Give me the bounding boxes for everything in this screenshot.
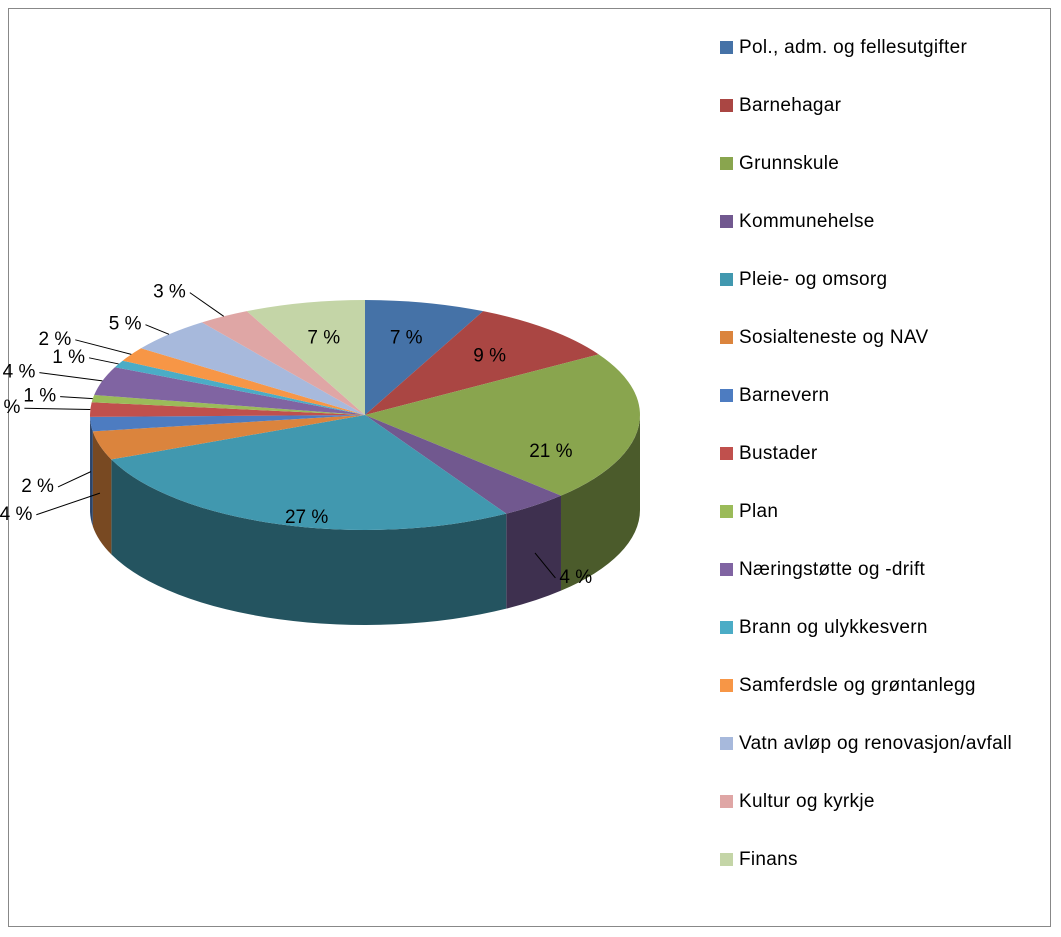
- leader-line: [88, 357, 119, 365]
- legend-item: Grunnskule: [720, 152, 1040, 175]
- data-label: 2 %: [21, 476, 54, 497]
- legend-swatch: [720, 99, 733, 112]
- data-label: 5 %: [109, 314, 142, 335]
- leader-line: [39, 372, 103, 382]
- legend: Pol., adm. og fellesutgifter Barnehagar Gr…: [720, 36, 1040, 906]
- data-label: 2 %: [0, 397, 20, 418]
- slice: [365, 415, 561, 514]
- legend-label: Plan: [739, 501, 779, 522]
- legend-item: Pleie- og omsorg: [720, 268, 1040, 291]
- data-label: 21 %: [529, 441, 572, 462]
- legend-swatch: [720, 331, 733, 344]
- legend-item: Bustader: [720, 442, 1040, 465]
- slice: [365, 354, 640, 496]
- legend-label: Kultur og kyrkje: [739, 791, 875, 812]
- legend-label: Pleie- og omsorg: [739, 269, 888, 290]
- legend-label: Grunnskule: [739, 153, 840, 174]
- slice: [201, 311, 365, 415]
- slice: [140, 322, 365, 415]
- legend-label: Sosialteneste og NAV: [739, 327, 929, 348]
- leader-line: [534, 552, 556, 579]
- leader-line: [57, 471, 92, 488]
- slice: [365, 311, 599, 415]
- slice: [89, 402, 365, 417]
- slice-side: [560, 415, 640, 591]
- legend-label: Næringstøtte og -drift: [739, 559, 926, 580]
- legend-label: Bustader: [739, 443, 818, 464]
- slice: [122, 348, 365, 415]
- legend-item: Barnevern: [720, 384, 1040, 407]
- legend-item: Kultur og kyrkje: [720, 790, 1040, 813]
- slice: [111, 415, 507, 530]
- legend-swatch: [720, 505, 733, 518]
- chart-frame: [8, 8, 1051, 927]
- legend-item: Næringstøtte og -drift: [720, 558, 1040, 581]
- slice: [114, 360, 366, 415]
- legend-swatch: [720, 273, 733, 286]
- data-label: 27 %: [285, 507, 328, 528]
- data-label: 4 %: [3, 362, 36, 383]
- data-label: 4 %: [559, 567, 592, 588]
- leader-line: [24, 407, 91, 411]
- legend-swatch: [720, 389, 733, 402]
- legend-item: Sosialteneste og NAV: [720, 326, 1040, 349]
- legend-label: Samferdsle og grøntanlegg: [739, 675, 976, 696]
- legend-swatch: [720, 447, 733, 460]
- slice-side: [92, 431, 112, 555]
- legend-item: Pol., adm. og fellesutgifter: [720, 36, 1040, 59]
- data-label: 7 %: [390, 328, 423, 349]
- data-label: 7 %: [307, 328, 340, 349]
- slice: [92, 415, 365, 460]
- legend-swatch: [720, 795, 733, 808]
- leader-line: [36, 492, 101, 516]
- legend-item: Brann og ulykkesvern: [720, 616, 1040, 639]
- legend-item: Finans: [720, 848, 1040, 871]
- data-label: 1 %: [52, 347, 85, 368]
- slice-side: [111, 459, 507, 625]
- legend-swatch: [720, 679, 733, 692]
- legend-swatch: [720, 853, 733, 866]
- legend-swatch: [720, 215, 733, 228]
- legend-item: Samferdsle og grøntanlegg: [720, 674, 1040, 697]
- legend-item: Kommunehelse: [720, 210, 1040, 233]
- legend-swatch: [720, 157, 733, 170]
- leader-line: [75, 339, 132, 355]
- legend-label: Kommunehelse: [739, 211, 875, 232]
- legend-label: Vatn avløp og renovasjon/avfall: [739, 733, 1012, 754]
- legend-item: Barnehagar: [720, 94, 1040, 117]
- slice: [90, 415, 366, 432]
- legend-swatch: [720, 41, 733, 54]
- legend-label: Pol., adm. og fellesutgifter: [739, 37, 968, 58]
- legend-swatch: [720, 737, 733, 750]
- legend-label: Barnevern: [739, 385, 830, 406]
- legend-swatch: [720, 563, 733, 576]
- legend-label: Barnehagar: [739, 95, 842, 116]
- legend-swatch: [720, 621, 733, 634]
- leader-line: [60, 396, 93, 400]
- leader-line: [189, 292, 225, 317]
- slice: [246, 300, 365, 415]
- data-label: 2 %: [38, 329, 71, 350]
- data-label: 3 %: [153, 282, 186, 303]
- slice-side: [90, 416, 93, 527]
- slice: [365, 300, 484, 415]
- legend-item: Vatn avløp og renovasjon/avfall: [720, 732, 1040, 755]
- data-label: 9 %: [473, 346, 506, 367]
- data-label: 1 %: [23, 386, 56, 407]
- legend-label: Brann og ulykkesvern: [739, 617, 928, 638]
- slice: [94, 367, 366, 415]
- leader-line: [145, 324, 170, 335]
- slice-side: [506, 495, 561, 609]
- data-label: 4 %: [0, 504, 32, 525]
- slice: [91, 395, 365, 415]
- legend-label: Finans: [739, 849, 798, 870]
- legend-item: Plan: [720, 500, 1040, 523]
